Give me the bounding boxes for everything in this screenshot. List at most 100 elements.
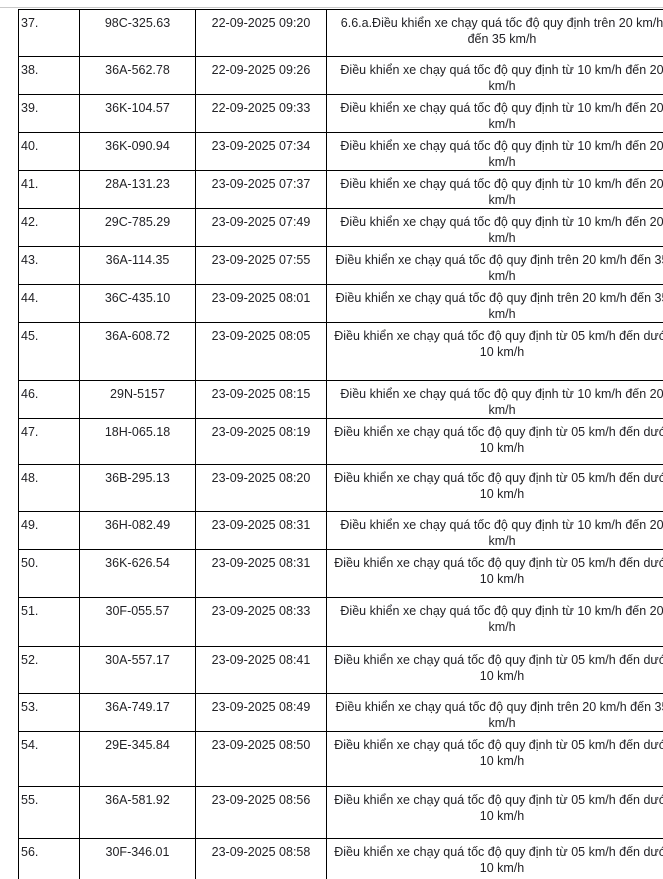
violation-cell: Điều khiển xe chạy quá tốc độ quy định t… xyxy=(326,597,663,647)
table-row: 52. 30A-557.17 23-09-2025 08:41 Điều khi… xyxy=(18,646,663,694)
row-number-cell: 54. xyxy=(18,731,80,787)
violation-cell: Điều khiển xe chạy quá tốc độ quy định t… xyxy=(326,132,663,171)
table-row: 38. 36A-562.78 22-09-2025 09:26 Điều khi… xyxy=(18,56,663,95)
table-row: 37. 98C-325.63 22-09-2025 09:20 6.6.a.Đi… xyxy=(18,9,663,57)
table-row: 50. 36K-626.54 23-09-2025 08:31 Điều khi… xyxy=(18,549,663,598)
violation-cell: Điều khiển xe chạy quá tốc độ quy định t… xyxy=(326,56,663,95)
violation-cell: Điều khiển xe chạy quá tốc độ quy định t… xyxy=(326,208,663,247)
datetime-cell: 23-09-2025 08:01 xyxy=(195,284,327,323)
row-number-cell: 37. xyxy=(18,9,80,57)
datetime-cell: 23-09-2025 08:33 xyxy=(195,597,327,647)
plate-cell: 36A-608.72 xyxy=(79,322,196,381)
violation-cell: Điều khiển xe chạy quá tốc độ quy định t… xyxy=(326,94,663,133)
violation-cell: Điều khiển xe chạy quá tốc độ quy định t… xyxy=(326,693,663,732)
table-row: 43. 36A-114.35 23-09-2025 07:55 Điều khi… xyxy=(18,246,663,285)
table-row: 55. 36A-581.92 23-09-2025 08:56 Điều khi… xyxy=(18,786,663,839)
table-row: 45. 36A-608.72 23-09-2025 08:05 Điều khi… xyxy=(18,322,663,381)
violations-table-body: 37. 98C-325.63 22-09-2025 09:20 6.6.a.Đi… xyxy=(18,9,663,879)
table-row: 48. 36B-295.13 23-09-2025 08:20 Điều khi… xyxy=(18,464,663,512)
violation-cell: Điều khiển xe chạy quá tốc độ quy định t… xyxy=(326,246,663,285)
plate-cell: 29N-5157 xyxy=(79,380,196,419)
plate-cell: 30A-557.17 xyxy=(79,646,196,694)
violation-cell: Điều khiển xe chạy quá tốc độ quy định t… xyxy=(326,646,663,694)
table-row: 56. 30F-346.01 23-09-2025 08:58 Điều khi… xyxy=(18,838,663,879)
plate-cell: 28A-131.23 xyxy=(79,170,196,209)
row-number-cell: 50. xyxy=(18,549,80,598)
table-row: 41. 28A-131.23 23-09-2025 07:37 Điều khi… xyxy=(18,170,663,209)
table-row: 46. 29N-5157 23-09-2025 08:15 Điều khiển… xyxy=(18,380,663,419)
plate-cell: 36A-581.92 xyxy=(79,786,196,839)
datetime-cell: 22-09-2025 09:20 xyxy=(195,9,327,57)
table-row: 49. 36H-082.49 23-09-2025 08:31 Điều khi… xyxy=(18,511,663,550)
row-number-cell: 44. xyxy=(18,284,80,323)
violation-cell: Điều khiển xe chạy quá tốc độ quy định t… xyxy=(326,380,663,419)
row-number-cell: 48. xyxy=(18,464,80,512)
datetime-cell: 23-09-2025 07:37 xyxy=(195,170,327,209)
plate-cell: 36A-562.78 xyxy=(79,56,196,95)
datetime-cell: 22-09-2025 09:26 xyxy=(195,56,327,95)
plate-cell: 30F-055.57 xyxy=(79,597,196,647)
row-number-cell: 55. xyxy=(18,786,80,839)
plate-cell: 30F-346.01 xyxy=(79,838,196,879)
violation-cell: Điều khiển xe chạy quá tốc độ quy định t… xyxy=(326,464,663,512)
row-number-cell: 47. xyxy=(18,418,80,465)
table-row: 54. 29E-345.84 23-09-2025 08:50 Điều khi… xyxy=(18,731,663,787)
table-row: 42. 29C-785.29 23-09-2025 07:49 Điều khi… xyxy=(18,208,663,247)
datetime-cell: 23-09-2025 08:50 xyxy=(195,731,327,787)
row-number-cell: 41. xyxy=(18,170,80,209)
datetime-cell: 23-09-2025 08:31 xyxy=(195,511,327,550)
violation-cell: Điều khiển xe chạy quá tốc độ quy định t… xyxy=(326,284,663,323)
plate-cell: 36A-114.35 xyxy=(79,246,196,285)
table-row: 53. 36A-749.17 23-09-2025 08:49 Điều khi… xyxy=(18,693,663,732)
datetime-cell: 23-09-2025 08:58 xyxy=(195,838,327,879)
violation-cell: Điều khiển xe chạy quá tốc độ quy định t… xyxy=(326,549,663,598)
plate-cell: 29E-345.84 xyxy=(79,731,196,787)
plate-cell: 18H-065.18 xyxy=(79,418,196,465)
row-number-cell: 46. xyxy=(18,380,80,419)
row-number-cell: 56. xyxy=(18,838,80,879)
violation-cell: Điều khiển xe chạy quá tốc độ quy định t… xyxy=(326,511,663,550)
violation-cell: Điều khiển xe chạy quá tốc độ quy định t… xyxy=(326,731,663,787)
violation-cell: Điều khiển xe chạy quá tốc độ quy định t… xyxy=(326,838,663,879)
page-top-divider xyxy=(0,7,663,8)
datetime-cell: 23-09-2025 08:20 xyxy=(195,464,327,512)
plate-cell: 36H-082.49 xyxy=(79,511,196,550)
row-number-cell: 39. xyxy=(18,94,80,133)
plate-cell: 36K-626.54 xyxy=(79,549,196,598)
table-row: 47. 18H-065.18 23-09-2025 08:19 Điều khi… xyxy=(18,418,663,465)
plate-cell: 36A-749.17 xyxy=(79,693,196,732)
datetime-cell: 23-09-2025 08:15 xyxy=(195,380,327,419)
row-number-cell: 52. xyxy=(18,646,80,694)
row-number-cell: 45. xyxy=(18,322,80,381)
violation-cell: Điều khiển xe chạy quá tốc độ quy định t… xyxy=(326,418,663,465)
row-number-cell: 42. xyxy=(18,208,80,247)
table-row: 40. 36K-090.94 23-09-2025 07:34 Điều khi… xyxy=(18,132,663,171)
datetime-cell: 23-09-2025 08:49 xyxy=(195,693,327,732)
datetime-cell: 23-09-2025 08:05 xyxy=(195,322,327,381)
table-row: 44. 36C-435.10 23-09-2025 08:01 Điều khi… xyxy=(18,284,663,323)
datetime-cell: 23-09-2025 08:56 xyxy=(195,786,327,839)
table-row: 39. 36K-104.57 22-09-2025 09:33 Điều khi… xyxy=(18,94,663,133)
plate-cell: 36K-090.94 xyxy=(79,132,196,171)
row-number-cell: 51. xyxy=(18,597,80,647)
violation-cell: 6.6.a.Điều khiển xe chạy quá tốc độ quy … xyxy=(326,9,663,57)
violations-table: 37. 98C-325.63 22-09-2025 09:20 6.6.a.Đi… xyxy=(18,9,663,879)
datetime-cell: 22-09-2025 09:33 xyxy=(195,94,327,133)
plate-cell: 29C-785.29 xyxy=(79,208,196,247)
datetime-cell: 23-09-2025 07:55 xyxy=(195,246,327,285)
violation-cell: Điều khiển xe chạy quá tốc độ quy định t… xyxy=(326,786,663,839)
plate-cell: 98C-325.63 xyxy=(79,9,196,57)
plate-cell: 36B-295.13 xyxy=(79,464,196,512)
datetime-cell: 23-09-2025 08:31 xyxy=(195,549,327,598)
plate-cell: 36C-435.10 xyxy=(79,284,196,323)
row-number-cell: 49. xyxy=(18,511,80,550)
datetime-cell: 23-09-2025 07:49 xyxy=(195,208,327,247)
violation-cell: Điều khiển xe chạy quá tốc độ quy định t… xyxy=(326,170,663,209)
datetime-cell: 23-09-2025 08:41 xyxy=(195,646,327,694)
row-number-cell: 40. xyxy=(18,132,80,171)
row-number-cell: 43. xyxy=(18,246,80,285)
plate-cell: 36K-104.57 xyxy=(79,94,196,133)
violation-cell: Điều khiển xe chạy quá tốc độ quy định t… xyxy=(326,322,663,381)
datetime-cell: 23-09-2025 08:19 xyxy=(195,418,327,465)
table-row: 51. 30F-055.57 23-09-2025 08:33 Điều khi… xyxy=(18,597,663,647)
